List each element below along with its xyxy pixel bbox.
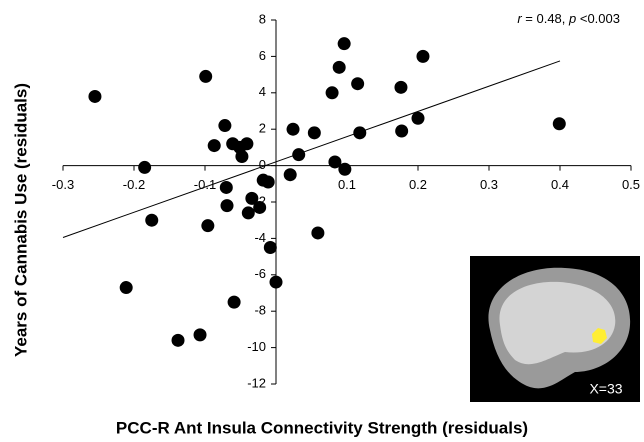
point <box>351 77 365 91</box>
inset-label: X=33 <box>589 381 622 397</box>
point <box>171 333 185 347</box>
point <box>207 139 221 153</box>
x-tick-label: -0.1 <box>194 177 216 192</box>
point <box>119 281 133 295</box>
point <box>283 168 297 182</box>
point <box>220 199 234 213</box>
point <box>311 226 325 240</box>
point <box>337 37 351 51</box>
point <box>245 191 259 205</box>
x-tick-label: -0.3 <box>52 177 74 192</box>
point <box>416 49 430 63</box>
annotation-part: r <box>517 11 522 26</box>
point <box>219 180 233 194</box>
inset: X=33 <box>470 256 640 402</box>
annotation-part: p <box>568 11 576 26</box>
point <box>332 60 346 74</box>
point <box>240 137 254 151</box>
annotation-part: <0.003 <box>576 11 620 26</box>
x-tick-label: 0.1 <box>338 177 356 192</box>
point <box>292 148 306 162</box>
point <box>261 175 275 189</box>
x-axis-label: PCC-R Ant Insula Connectivity Strength (… <box>116 418 528 437</box>
point <box>552 117 566 131</box>
point <box>138 160 152 174</box>
point <box>307 126 321 140</box>
y-tick-label: -2 <box>254 193 266 208</box>
annotation-part: = 0.48, <box>522 11 569 26</box>
point <box>328 155 342 169</box>
x-tick-label: -0.2 <box>123 177 145 192</box>
point <box>263 241 277 254</box>
point <box>253 200 267 214</box>
x-tick-label: 0.3 <box>480 177 498 192</box>
y-tick-label: -4 <box>254 230 266 245</box>
point <box>395 124 409 138</box>
y-tick-label: -10 <box>247 339 266 354</box>
point <box>286 122 300 136</box>
point <box>269 275 283 289</box>
point <box>227 295 241 309</box>
y-axis-label: Years of Cannabis Use (residuals) <box>11 83 30 357</box>
point <box>199 69 213 83</box>
x-tick-label: 0.4 <box>551 177 569 192</box>
point <box>193 328 207 342</box>
y-tick-label: -8 <box>254 303 266 318</box>
point <box>235 150 249 163</box>
point <box>145 213 159 227</box>
x-tick-label: 0.5 <box>622 177 640 192</box>
point <box>411 111 425 125</box>
brain-white <box>499 281 616 365</box>
trend-line <box>62 60 561 238</box>
activation <box>592 328 607 344</box>
point <box>394 80 408 94</box>
y-tick-label: 2 <box>259 121 266 136</box>
point <box>325 86 339 100</box>
point <box>338 162 352 176</box>
y-tick-label: 8 <box>259 11 266 26</box>
y-tick-label: -12 <box>247 375 266 390</box>
y-tick-label: 6 <box>259 48 266 63</box>
x-tick-label: 0.2 <box>409 177 427 192</box>
point <box>88 89 102 103</box>
point <box>353 126 367 140</box>
point <box>241 206 255 220</box>
y-tick-label: -6 <box>254 266 266 281</box>
annotation: r = 0.48, p <0.003 <box>517 11 620 26</box>
y-tick-label: 4 <box>259 84 266 99</box>
y-tick-label: 0 <box>259 157 266 172</box>
point <box>201 219 215 233</box>
point <box>218 119 232 133</box>
